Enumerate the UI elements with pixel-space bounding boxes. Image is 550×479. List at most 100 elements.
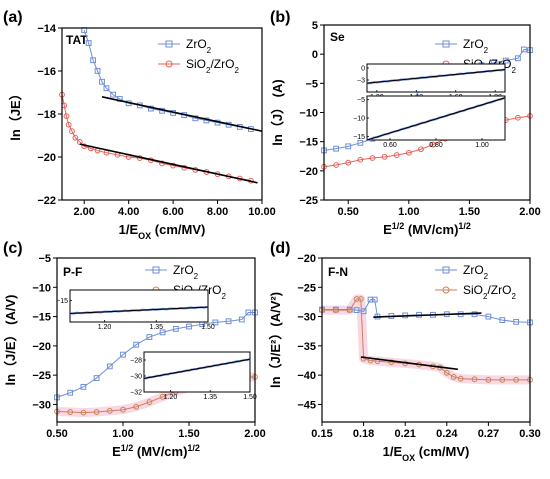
- x-tick-label: 0.21: [394, 428, 415, 440]
- data-point: [159, 329, 166, 336]
- data-point: [99, 78, 105, 85]
- y-tick-label: −30: [32, 399, 51, 411]
- inset-frame: [143, 351, 251, 393]
- inset-fit-line: [366, 69, 506, 84]
- legend-marker: [165, 40, 173, 48]
- data-point: [192, 115, 199, 122]
- data-point: [345, 159, 352, 166]
- panel-annotation: TAT: [66, 33, 88, 47]
- inset-fit-line: [69, 306, 209, 315]
- plot-frame: [321, 257, 531, 423]
- data-point: [159, 393, 166, 400]
- y-tick-label: −5: [305, 78, 318, 90]
- data-point: [371, 296, 378, 303]
- data-point: [393, 152, 400, 158]
- data-point: [345, 143, 352, 150]
- inset-y-tick-label: −28: [130, 358, 142, 365]
- data-point: [346, 307, 353, 314]
- data-point: [72, 134, 79, 141]
- inset-frame: [366, 63, 506, 93]
- y-tick-label: 0: [312, 49, 318, 61]
- data-point: [357, 139, 364, 146]
- plot-frame: [61, 27, 263, 201]
- y-tick-label: −20: [299, 166, 318, 178]
- inset-fit-line: [143, 358, 251, 379]
- inset-y-tick-label: −15: [353, 134, 365, 141]
- y-tick-label: −40: [297, 370, 316, 382]
- data-point: [418, 146, 424, 153]
- inset-x-tick-label: 0.80: [429, 142, 443, 149]
- y-tick-label: −15: [299, 137, 318, 149]
- inset-x-tick-label: 0.60: [383, 142, 397, 149]
- data-point: [499, 376, 506, 383]
- panel-label: (b): [270, 9, 290, 26]
- y-tick-label: −25: [299, 195, 318, 207]
- data-point: [63, 113, 70, 120]
- plot-frame: [56, 257, 256, 423]
- x-tick-label: 2.00: [74, 206, 95, 218]
- data-point: [357, 296, 364, 302]
- y-tick-label: −35: [297, 341, 316, 353]
- data-point: [94, 68, 101, 74]
- y-axis-label: ln（J） (A): [270, 79, 285, 145]
- data-point: [146, 399, 153, 405]
- data-point: [388, 359, 395, 366]
- data-point: [85, 40, 92, 46]
- inset-plot: 1.20 1.35 1.50 −15: [56, 289, 215, 331]
- y-tick-label: −20: [32, 341, 51, 353]
- data-point: [333, 145, 340, 152]
- x-tick-label: 1.00: [112, 428, 133, 440]
- series-line-1: [61, 94, 251, 182]
- x-tick-label: 0.30: [519, 428, 540, 440]
- inset-y-tick-label: −15: [56, 298, 68, 305]
- series-line-0: [56, 311, 255, 398]
- inset-fit-line: [366, 97, 506, 141]
- data-point: [367, 296, 374, 303]
- data-point: [471, 311, 478, 318]
- data-point: [405, 149, 412, 156]
- inset-x-tick-label: 1.20: [98, 324, 112, 331]
- inset-y-tick-label: 0: [361, 66, 365, 73]
- data-point: [90, 57, 97, 64]
- data-point: [245, 309, 252, 316]
- y-tick-label: −22: [37, 195, 56, 207]
- data-point: [67, 389, 74, 396]
- legend-entry: ZrO2: [173, 263, 199, 281]
- panel-d: (d) F-N 0.15 0.18 0.21 0.24 0.27 0.30 −45 −40 −35 −…: [268, 240, 541, 463]
- data-point: [369, 155, 376, 161]
- data-point: [186, 323, 192, 330]
- series-glow: [322, 294, 530, 385]
- y-tick-label: −30: [297, 312, 316, 324]
- fit-line-0: [373, 312, 482, 318]
- inset-x-tick-label: 1.00: [475, 142, 489, 149]
- y-tick-label: −25: [32, 370, 51, 382]
- y-tick-label: −20: [297, 253, 316, 265]
- legend-marker: [442, 286, 450, 294]
- y-tick-label: 5: [312, 20, 318, 32]
- y-tick-label: −16: [37, 66, 56, 78]
- x-tick-label: 10.00: [248, 206, 276, 218]
- data-point: [332, 307, 339, 314]
- inset-y-tick-label: −30: [130, 374, 142, 381]
- data-point: [225, 318, 232, 325]
- data-point: [514, 114, 521, 121]
- y-tick-label: −10: [299, 108, 318, 120]
- inset-x-tick-label: 1.20: [164, 394, 178, 401]
- legend-entry: ZrO2: [463, 263, 489, 281]
- data-point: [110, 91, 117, 98]
- y-axis-label: ln（J/E²）(A/V²): [268, 292, 283, 388]
- data-point: [360, 355, 367, 362]
- x-tick-label: 2.00: [244, 428, 265, 440]
- data-point: [93, 375, 100, 381]
- y-axis-label: ln（J/E） (A/V): [3, 294, 18, 385]
- inset-x-tick-label: 1.50: [201, 324, 215, 331]
- x-tick-label: 6.00: [162, 206, 183, 218]
- x-axis-label: 1/EOX (cm/MV): [383, 444, 470, 463]
- x-tick-label: 1.50: [459, 206, 480, 218]
- data-point: [485, 376, 492, 383]
- legend-entry: SiO2/ZrO2: [186, 57, 239, 75]
- data-point: [103, 85, 110, 92]
- x-tick-label: 0.15: [311, 428, 332, 440]
- inset-y-tick-label: −32: [130, 390, 142, 397]
- data-point: [443, 369, 450, 376]
